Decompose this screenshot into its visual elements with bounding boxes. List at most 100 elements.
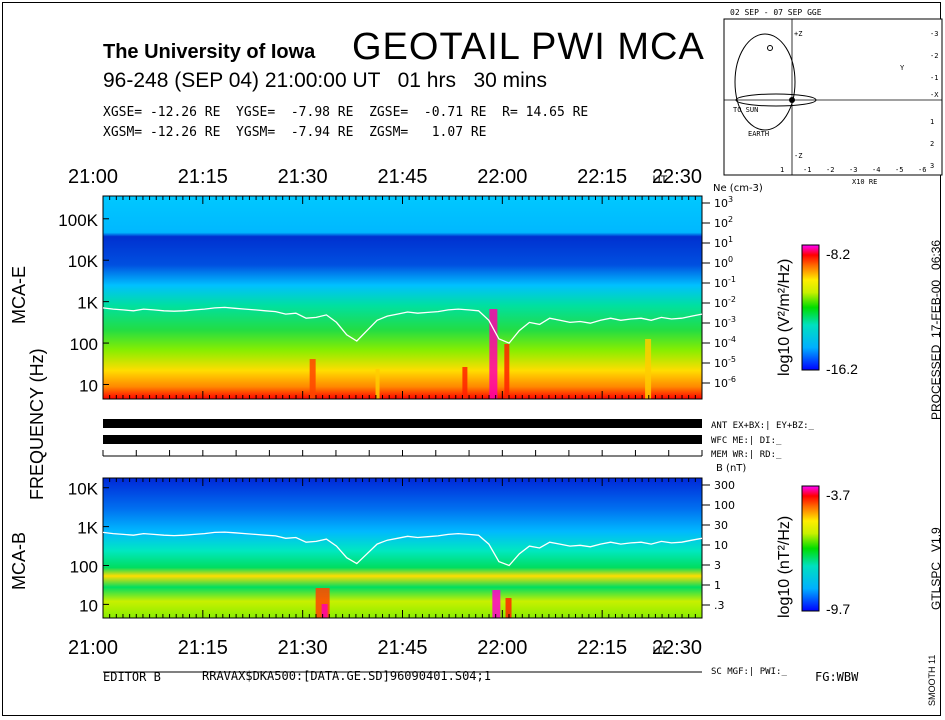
right-axis-tick-label: 10-3 — [714, 315, 736, 330]
mem-status-label: MEM WR:| RD:_ — [711, 450, 782, 460]
right-axis-tick-label: 10 — [714, 539, 728, 552]
mca-e-density-ticks: 103 102 101 100 10-1 10-2 10-3 10-4 10-5 10-6 — [702, 195, 736, 390]
mca-b-colorbar-min: -9.7 — [826, 601, 850, 617]
orbit-x-tick: -2 — [826, 166, 834, 174]
orbit-x-tick: 1 — [780, 166, 784, 174]
orbit-y-tick: -3 — [930, 30, 938, 38]
orbit-y-tick: -2 — [930, 52, 938, 60]
intensity-streak — [504, 344, 510, 399]
time-tick-label: 21:45 — [377, 637, 427, 659]
frequency-tick-label: 100 — [70, 558, 98, 577]
ne-axis-label: Ne (cm-3) — [713, 183, 763, 194]
frequency-tick-label: 100 — [70, 335, 98, 354]
mca-b-spectrogram — [103, 478, 702, 618]
orbit-track — [734, 33, 796, 131]
orbit-x-tick: -5 — [895, 166, 903, 174]
mca-b-time-ticks — [102, 478, 703, 618]
right-axis-tick-label: 10-2 — [714, 295, 736, 310]
ut-label: UT — [653, 174, 668, 186]
version-label: GTLSPC V1.9 — [929, 527, 943, 610]
right-axis-tick-label: 10-5 — [714, 355, 736, 370]
orbit-x-tick: -4 — [872, 166, 880, 174]
orbit-track-projection — [735, 93, 817, 107]
mca-b-label: MCA-B — [9, 532, 29, 590]
editor-label: EDITOR B — [103, 670, 161, 684]
minus-x-label: -X — [930, 91, 939, 99]
orbit-x-tick: -3 — [849, 166, 857, 174]
plot-title: GEOTAIL PWI MCA — [352, 26, 705, 68]
orbit-y-tick: 1 — [930, 118, 934, 126]
y-axis-label: Y — [900, 64, 905, 72]
time-tick-label: 21:30 — [278, 637, 328, 659]
frequency-tick-label: 1K — [77, 519, 98, 538]
time-tick-label: 22:00 — [477, 637, 527, 659]
wfc-status-label: WFC ME:| DI:_ — [711, 436, 782, 446]
mca-e-colorbar-min: -16.2 — [826, 361, 858, 377]
mca-b-field-ticks: 300 100 30 10 3 1 .3 — [702, 479, 735, 612]
minus-z-label: -Z — [794, 152, 802, 160]
gsm-coordinates: XGSM= -12.26 RE YGSM= -7.94 RE ZGSM= 1.0… — [103, 125, 487, 140]
mca-e-colorbar — [801, 244, 820, 371]
b-axis-label: B (nT) — [716, 463, 746, 474]
mca-b-field-line — [102, 531, 703, 567]
fg-label: FG:WBW — [815, 670, 859, 684]
to-sun-label: TO SUN — [733, 106, 758, 114]
time-tick-label: 21:30 — [278, 166, 328, 188]
earth-label: EARTH — [748, 130, 769, 138]
mca-e-colorbar-max: -8.2 — [826, 246, 850, 262]
orbit-y-tick: 3 — [930, 162, 934, 170]
mca-b-panel: 10 100 1K 10K 300 100 30 10 3 1 .3 B (nT) — [68, 463, 746, 619]
time-tick-label: 21:00 — [68, 166, 118, 188]
mca-e-colorbar-label: log10 (V²/m²/Hz) — [776, 258, 793, 376]
intensity-streak — [321, 604, 328, 618]
ant-status-label: ANT EX+BX:| EY+BZ:_ — [711, 421, 815, 431]
time-tick-label: 21:00 — [68, 637, 118, 659]
time-tick-label: 22:15 — [577, 637, 627, 659]
time-tick-label: 22:00 — [477, 166, 527, 188]
data-file-label: RRAVAX$DKA500:[DATA.GE.SD]96090401.S04;1 — [202, 669, 491, 683]
intensity-streak — [489, 309, 498, 399]
mca-e-intensity-streaks — [309, 309, 652, 399]
mca-e-time-ticks — [102, 196, 703, 399]
right-axis-tick-label: .3 — [714, 599, 725, 612]
intensity-streak — [375, 369, 380, 399]
mca-e-density-line — [102, 306, 703, 344]
right-axis-tick-label: 300 — [714, 479, 735, 492]
mca-e-spectrogram — [103, 196, 702, 399]
right-axis-tick-label: 1 — [714, 579, 721, 592]
right-axis-tick-label: 100 — [714, 499, 735, 512]
mca-b-intensity-streaks — [315, 588, 512, 618]
wfc-status-bar — [103, 435, 702, 444]
time-range-label: 96-248 (SEP 04) 21:00:00 UT 01 hrs 30 mi… — [103, 69, 547, 92]
time-tick-label: 21:45 — [377, 166, 427, 188]
time-tick-label: 22:30 — [652, 166, 702, 188]
frequency-tick-label: 10 — [79, 377, 98, 396]
mca-b-colorbar-label: log10 (nT²/Hz) — [776, 515, 793, 618]
time-tick-label: 22:30 — [652, 637, 702, 659]
processed-label: PROCESSED 17-FEB-00 06:36 — [929, 239, 943, 420]
time-tick-label: 22:15 — [577, 166, 627, 188]
mca-e-label: MCA-E — [9, 266, 29, 324]
right-axis-tick-label: 10-6 — [714, 375, 736, 390]
right-axis-tick-label: 100 — [714, 255, 733, 270]
orbit-tick-labels: 1 -1 -2 -3 -4 -5 -6 -3 -2 -1 1 2 3 — [780, 30, 938, 174]
frequency-tick-label: 100K — [58, 211, 98, 230]
frequency-tick-label: 10 — [79, 596, 98, 615]
time-tick-label: 21:15 — [178, 637, 228, 659]
orbit-x-tick: -6 — [918, 166, 926, 174]
right-axis-tick-label: 101 — [714, 235, 733, 250]
plus-z-label: +Z — [794, 30, 802, 38]
frequency-tick-label: 1K — [77, 294, 98, 313]
earth-marker — [789, 97, 795, 103]
intensity-streak — [309, 359, 316, 399]
right-axis-tick-label: 3 — [714, 559, 721, 572]
right-axis-tick-label: 103 — [714, 195, 733, 210]
intensity-streak — [492, 590, 501, 618]
ant-status-bar — [103, 419, 702, 428]
mca-b-frequency-ticks: 10 100 1K 10K — [68, 480, 109, 615]
